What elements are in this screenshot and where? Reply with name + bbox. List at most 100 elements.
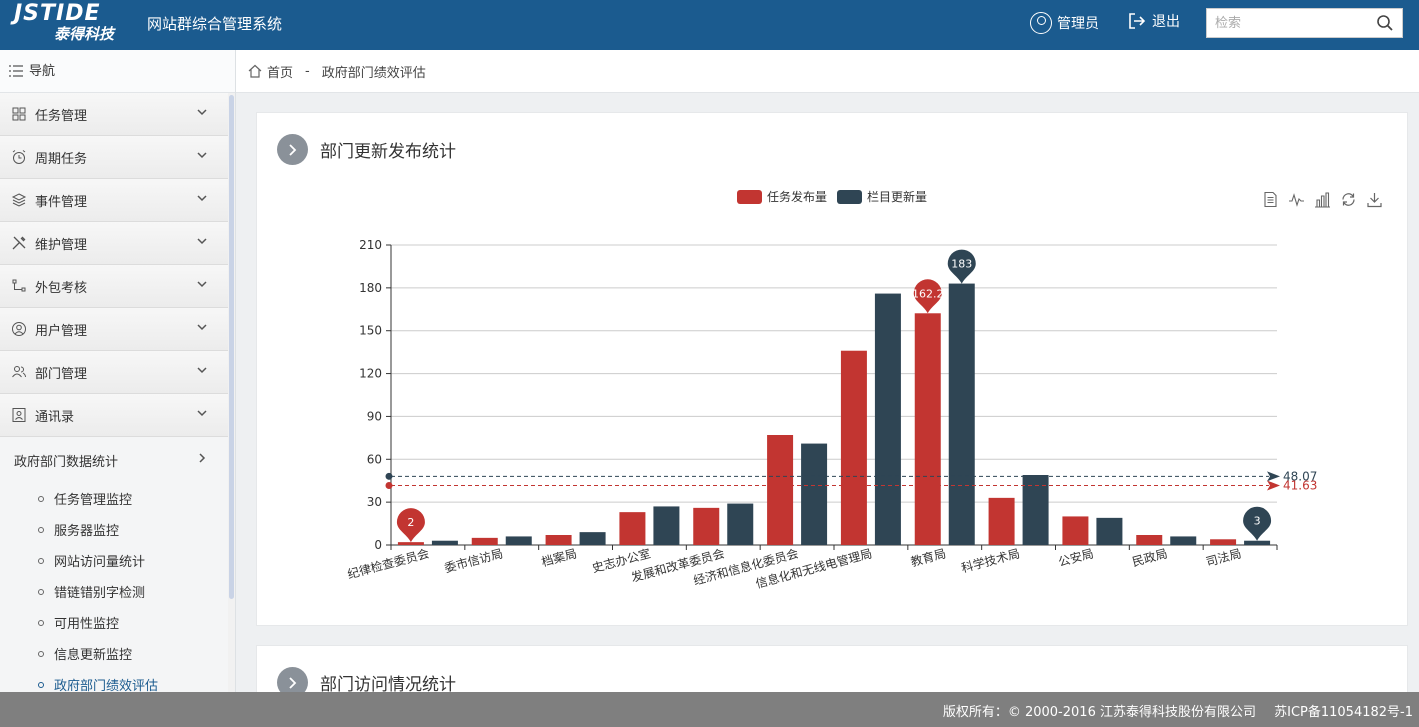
sidebar-item-department-management[interactable]: 部门管理	[0, 351, 228, 394]
y-tick-label: 210	[359, 238, 382, 252]
footer-copyright: 版权所有：© 2000-2016 江苏泰得科技股份有限公司	[942, 705, 1256, 720]
alarm-clock-icon	[12, 150, 26, 164]
panel-title: 部门更新发布统计	[320, 142, 456, 162]
logo-cn-text: 泰得科技	[54, 25, 115, 43]
search-icon[interactable]	[1376, 14, 1394, 32]
search-input[interactable]	[1207, 9, 1367, 37]
sidebar-item-label: 用户管理	[35, 323, 88, 339]
sidebar-item-event-management[interactable]: 事件管理	[0, 179, 228, 222]
line-chart-icon[interactable]	[1288, 191, 1305, 208]
logout-label: 退出	[1152, 14, 1180, 30]
bar	[471, 537, 498, 545]
sidebar-item-periodic-tasks[interactable]: 周期任务	[0, 136, 228, 179]
bar-chart-icon[interactable]	[1314, 191, 1331, 208]
mark-line-label: 41.63	[1283, 479, 1317, 493]
sidebar-item-label: 任务管理	[35, 108, 88, 124]
sidebar-scrollbar[interactable]	[228, 93, 235, 692]
user-label: 管理员	[1057, 16, 1099, 32]
mark-point-pin	[396, 508, 425, 543]
nav-title[interactable]: 导航	[0, 50, 235, 93]
company-logo[interactable]: JSTIDE 泰得科技	[14, 2, 132, 46]
bar	[653, 506, 680, 545]
mark-point-label: 162.2	[912, 287, 944, 300]
mark-line-label: 48.07	[1283, 469, 1317, 483]
bullet-icon	[38, 557, 44, 564]
bar	[545, 535, 572, 545]
mark-point-pin	[913, 279, 942, 314]
logout-button[interactable]: 退出	[1128, 9, 1180, 33]
sub-item-label: 政府部门绩效评估	[54, 679, 159, 692]
top-header: JSTIDE 泰得科技 网站群综合管理系统 管理员 退出	[0, 0, 1419, 50]
mark-point-label: 2	[407, 516, 414, 529]
bar	[619, 512, 646, 545]
restore-icon[interactable]	[1340, 191, 1357, 208]
x-tick-label: 委市信访局	[443, 545, 505, 575]
chart-toolbox	[1262, 191, 1383, 208]
panel-toggle-button[interactable]	[277, 134, 308, 165]
download-icon[interactable]	[1366, 191, 1383, 208]
legend-label: 栏目更新量	[867, 190, 928, 204]
legend-item-series-2[interactable]: 栏目更新量	[837, 188, 927, 205]
sidebar-item-task-management[interactable]: 任务管理	[0, 93, 228, 136]
legend-item-series-1[interactable]: 任务发布量	[737, 188, 827, 205]
chevron-down-icon	[197, 281, 207, 288]
user-circle-icon	[12, 322, 26, 336]
home-icon	[248, 64, 262, 78]
bullet-icon	[38, 681, 44, 688]
bar	[801, 443, 828, 545]
y-tick-label: 120	[359, 367, 382, 381]
sidebar-scroll-thumb[interactable]	[229, 95, 234, 599]
sidebar-item-maintenance[interactable]: 维护管理	[0, 222, 228, 265]
y-tick-label: 30	[367, 495, 382, 509]
bar	[767, 435, 794, 545]
sub-item-label: 错链错别字检测	[54, 586, 146, 601]
mark-line-arrow	[1267, 480, 1280, 491]
footer: 版权所有：© 2000-2016 江苏泰得科技股份有限公司 苏ICP备11054…	[0, 692, 1419, 727]
sidebar-sub-item[interactable]: 任务管理监控	[0, 483, 228, 514]
bullet-icon	[38, 650, 44, 657]
bar	[1062, 516, 1089, 545]
sidebar-sub-item[interactable]: 服务器监控	[0, 514, 228, 545]
user-menu-button[interactable]: 管理员	[1030, 9, 1099, 37]
bar	[840, 350, 867, 545]
sidebar-sub-item[interactable]: 可用性监控	[0, 607, 228, 638]
sidebar-item-user-management[interactable]: 用户管理	[0, 308, 228, 351]
sidebar-item-outsourcing[interactable]: 外包考核	[0, 265, 228, 308]
breadcrumb: 首页 - 政府部门绩效评估	[236, 50, 1419, 93]
tools-icon	[12, 236, 26, 250]
chevron-down-icon	[197, 109, 207, 116]
bar	[1210, 539, 1237, 545]
flow-icon	[12, 279, 26, 292]
sidebar-item-contacts[interactable]: 通讯录	[0, 394, 228, 437]
bar	[693, 507, 720, 545]
bullet-icon	[38, 495, 44, 502]
logout-icon	[1129, 13, 1146, 29]
x-tick-label: 教育局	[909, 545, 948, 569]
sidebar-sub-item[interactable]: 网站访问量统计	[0, 545, 228, 576]
sidebar-group-gov-stats[interactable]: 政府部门数据统计	[0, 437, 228, 483]
chevron-down-icon	[197, 410, 207, 417]
sidebar-item-label: 外包考核	[35, 280, 88, 296]
contact-book-icon	[12, 408, 26, 422]
data-view-icon[interactable]	[1262, 191, 1279, 208]
bar	[1244, 540, 1271, 545]
sidebar-sub-item-active[interactable]: 政府部门绩效评估	[0, 669, 228, 692]
sidebar-group-label: 政府部门数据统计	[14, 454, 119, 470]
x-tick-label: 司法局	[1204, 546, 1242, 569]
sidebar-sub-item[interactable]: 信息更新监控	[0, 638, 228, 669]
app-title: 网站群综合管理系统	[147, 15, 283, 33]
bar	[505, 536, 532, 545]
nav-title-label: 导航	[29, 63, 56, 79]
mark-line-start	[385, 482, 393, 490]
list-icon	[9, 65, 23, 77]
bullet-icon	[38, 588, 44, 595]
chevron-down-icon	[197, 238, 207, 245]
sidebar-sub-item[interactable]: 错链错别字检测	[0, 576, 228, 607]
x-tick-label: 档案局	[540, 545, 579, 569]
breadcrumb-home[interactable]: 首页	[248, 62, 293, 81]
search-box	[1206, 8, 1403, 38]
mark-line-start	[385, 472, 393, 480]
mark-line-arrow	[1267, 471, 1280, 482]
y-tick-label: 150	[359, 324, 382, 338]
bar	[1022, 475, 1049, 545]
